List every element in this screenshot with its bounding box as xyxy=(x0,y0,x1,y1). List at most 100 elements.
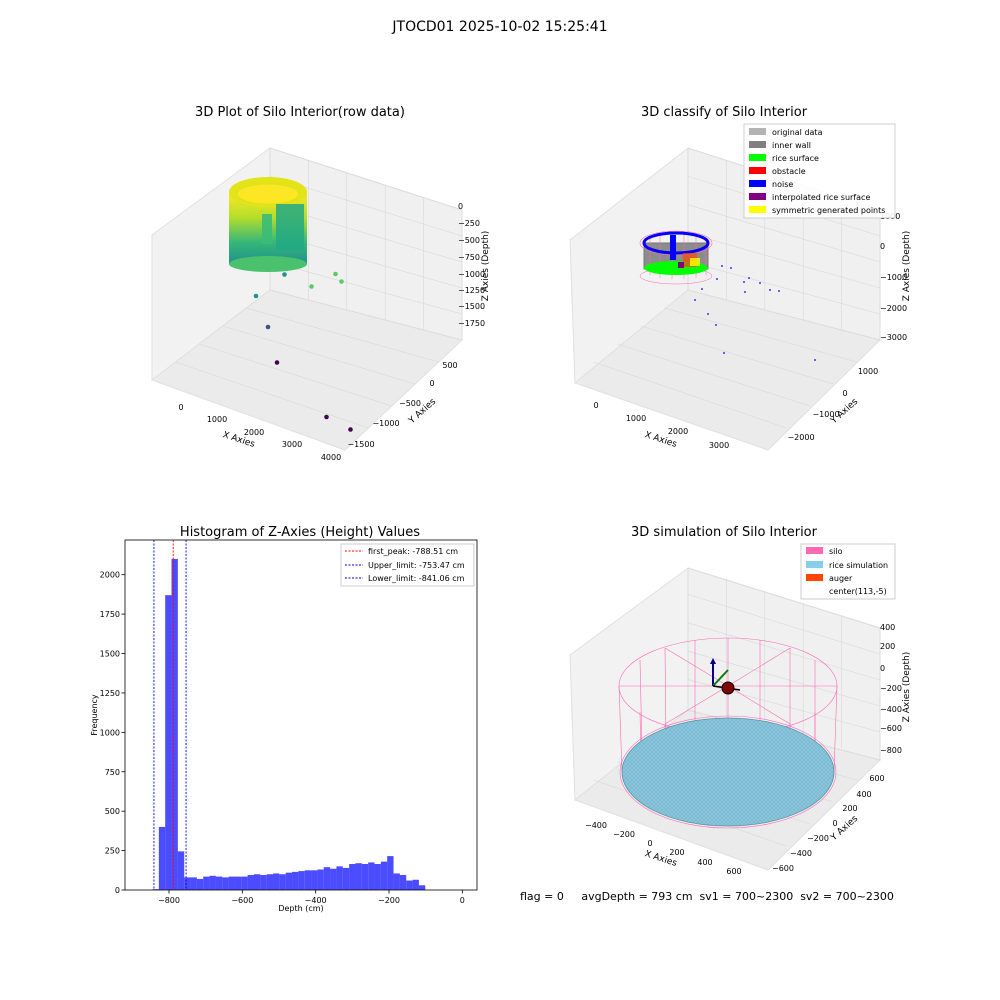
raw-3d-z-tick: −1000 xyxy=(458,270,485,279)
noise-point xyxy=(716,278,718,280)
raw-3d-outlier-points xyxy=(253,271,353,432)
classify-3d-y-tick: 0 xyxy=(842,389,847,398)
gridline xyxy=(687,261,881,315)
histogram-bar xyxy=(304,870,312,890)
histogram-bar xyxy=(228,876,235,890)
histogram-bar xyxy=(241,876,248,890)
noise-point xyxy=(759,282,761,284)
legend-label-interpolated-rice-surface: interpolated rice surface xyxy=(772,193,870,202)
raw-3d-z-tick: −1250 xyxy=(458,286,485,295)
gridline xyxy=(617,343,810,407)
noise-point xyxy=(744,291,746,293)
histogram-bar xyxy=(368,862,375,890)
outlier-point xyxy=(348,427,353,432)
noise-point xyxy=(694,299,696,301)
outlier-point xyxy=(309,284,314,289)
histogram-bar xyxy=(336,866,343,890)
legend-label-original-data: original data xyxy=(772,128,823,137)
histogram-bar xyxy=(273,873,280,890)
histogram-legend: first_peak: -788.51 cm Upper_limit: -753… xyxy=(340,543,475,587)
histogram-bar xyxy=(279,874,286,890)
histogram-bar xyxy=(215,876,223,890)
histogram-bar xyxy=(374,863,381,890)
histogram-bar xyxy=(292,871,299,890)
raw-3d-z-tick: −250 xyxy=(458,219,480,228)
gridline xyxy=(687,594,881,655)
histogram-bar xyxy=(406,880,413,890)
raw-3d-x-tick: 1000 xyxy=(207,415,227,424)
histogram-bar xyxy=(355,863,362,890)
raw-3d-z-label: Z Axies (Depth) xyxy=(481,231,491,302)
histogram-x-label: Depth (cm) xyxy=(278,904,323,913)
histogram-bar xyxy=(165,595,172,890)
simulation-y-tick: 600 xyxy=(869,774,884,783)
histogram-y-label: Frequency xyxy=(90,694,99,736)
histogram-bar xyxy=(260,875,267,890)
panel-simulation-3d: 3D simulation of Silo Interior xyxy=(569,525,912,876)
raw-3d-z-tick: −1750 xyxy=(458,319,485,328)
histogram-bar xyxy=(177,851,185,890)
classify-3d-z-tick: 0 xyxy=(880,242,885,251)
legend-swatch-silo xyxy=(806,547,823,554)
histogram-bar xyxy=(323,867,331,890)
simulation-x-tick: 600 xyxy=(726,867,741,876)
legend-label-upper-limit: Upper_limit: -753.47 cm xyxy=(368,561,465,570)
histogram-bar xyxy=(171,558,178,890)
status-line: flag = 0 avgDepth = 793 cm sv1 = 700~230… xyxy=(520,890,894,903)
outlier-point xyxy=(253,293,259,299)
y-tick-label: 750 xyxy=(105,768,120,777)
y-tick-label: 1000 xyxy=(100,728,120,737)
legend-label-inner-wall: inner wall xyxy=(772,141,811,150)
histogram-y-ticks: 0 250 500 750 1000 1250 1500 1750 2000 xyxy=(100,571,125,895)
simulation-silo-wireframe-front xyxy=(619,715,837,829)
histogram-bar xyxy=(158,826,166,890)
simulation-y-tick: 400 xyxy=(856,790,871,799)
classify-3d-y-tick: −1000 xyxy=(812,410,839,419)
legend-label-obstacle: obstacle xyxy=(772,167,806,176)
classify-3d-z-tick: −1000 xyxy=(880,273,907,282)
histogram-title: Histogram of Z-Axies (Height) Values xyxy=(180,525,420,540)
classify-3d-y-tick: −2000 xyxy=(787,433,814,442)
simulation-x-tick: −200 xyxy=(613,830,635,839)
histogram-bar xyxy=(253,874,261,890)
y-tick-label: 2000 xyxy=(100,571,120,580)
legend-swatch-inner-wall xyxy=(749,141,766,148)
raw-3d-x-tick: 3000 xyxy=(282,440,302,449)
histogram-bar xyxy=(311,870,318,890)
classify-3d-x-tick: 3000 xyxy=(709,441,729,450)
simulation-x-tick: 400 xyxy=(697,858,712,867)
legend-swatch-auger xyxy=(806,574,823,581)
gridline xyxy=(687,650,881,707)
classify-3d-z-label: Z Axies (Depth) xyxy=(902,231,912,302)
outlier-point xyxy=(324,414,329,420)
legend-swatch-center xyxy=(806,587,823,594)
panel-raw-3d: 3D Plot of Silo Interior(row data) xyxy=(150,105,491,462)
raw-3d-title: 3D Plot of Silo Interior(row data) xyxy=(195,105,405,120)
histogram-bar xyxy=(380,861,388,890)
panel-histogram: Histogram of Z-Axies (Height) Values −80… xyxy=(90,525,478,913)
gridline xyxy=(199,343,392,407)
legend-label-auger: auger xyxy=(829,574,853,583)
gridline xyxy=(175,361,369,429)
noise-point xyxy=(701,288,703,290)
histogram-bar xyxy=(387,856,394,890)
histogram-bar xyxy=(184,877,191,890)
legend-swatch-interpolated-rice-surface xyxy=(749,193,766,200)
histogram-axes-frame xyxy=(124,539,478,891)
noise-point xyxy=(769,289,771,291)
legend-swatch-original-data xyxy=(749,128,766,135)
simulation-z-tick: −600 xyxy=(880,724,902,733)
raw-3d-y-tick: −1000 xyxy=(372,419,399,428)
y-tick-label: 1750 xyxy=(100,610,120,619)
raw-3d-z-tick: −750 xyxy=(458,253,480,262)
legend-label-rice-surface: rice surface xyxy=(772,154,819,163)
classify-3d-z-tick: −2000 xyxy=(880,304,907,313)
figure-suptitle: JTOCD01 2025-10-02 15:25:41 xyxy=(391,19,607,35)
raw-3d-x-tick: 4000 xyxy=(321,453,341,462)
outlier-point xyxy=(339,279,344,284)
legend-label-noise: noise xyxy=(772,180,793,189)
gridline xyxy=(222,325,416,385)
simulation-z-tick: 400 xyxy=(880,623,895,632)
legend-label-center: center(113,-5) xyxy=(829,587,887,596)
